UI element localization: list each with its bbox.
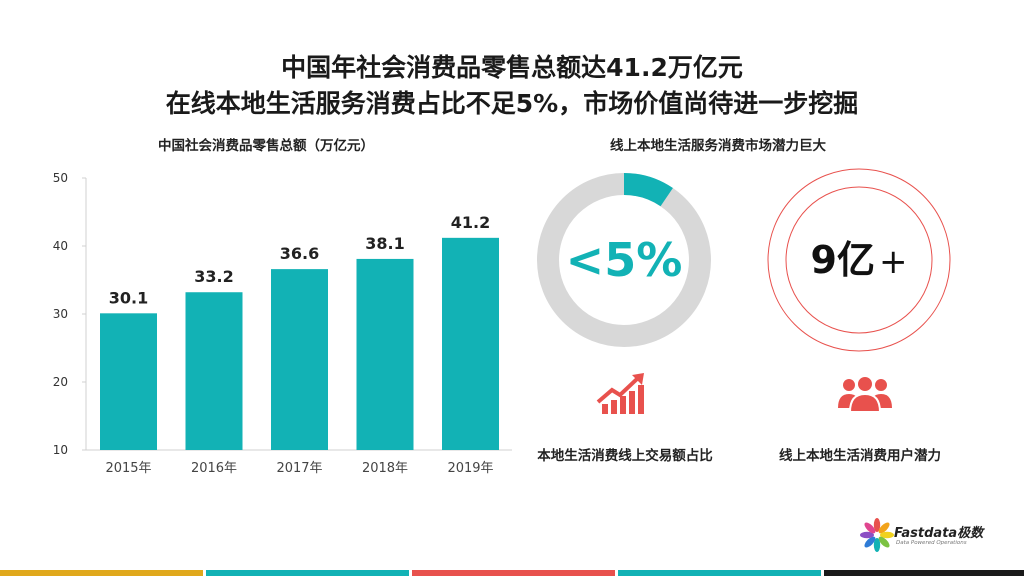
- logo-name: Fastdata极数: [894, 526, 984, 541]
- users-ring: 9亿 +: [766, 167, 952, 353]
- bar-chart: 10 20 30 40 50 30.1 2015年 33.2 2016年 36.6 2017年 38.…: [53, 171, 512, 476]
- y-tick-label: 50: [53, 171, 68, 185]
- ring-outer: [767, 168, 951, 352]
- x-category-label: 2015年: [105, 461, 151, 476]
- bar-value-label: 30.1: [109, 288, 148, 307]
- bar: [100, 313, 157, 450]
- donut-svg: [537, 173, 711, 347]
- y-tick-label: 30: [53, 307, 68, 321]
- bar-value-label: 33.2: [194, 267, 233, 286]
- fastdata-logo-icon: [860, 518, 894, 552]
- ring-value: 9亿 +: [766, 167, 952, 353]
- main-title-line2: 在线本地生活服务消费占比不足5%，市场价值尚待进一步挖掘: [165, 89, 859, 118]
- bottom-strip-segment: [618, 570, 821, 576]
- bottom-strip-segment: [412, 570, 615, 576]
- x-category-label: 2017年: [276, 461, 322, 476]
- bar-value-label: 36.6: [280, 244, 319, 263]
- ring-inner: [785, 186, 933, 334]
- bar: [185, 292, 243, 450]
- caption-user-potential: 线上本地生活消费用户潜力: [779, 448, 941, 464]
- bar: [442, 237, 499, 450]
- right-panel-title: 线上本地生活服务消费市场潜力巨大: [610, 138, 826, 154]
- x-category-label: 2016年: [191, 461, 237, 476]
- bottom-strip-segment: [206, 570, 409, 576]
- bar-value-label: 38.1: [365, 234, 404, 253]
- x-category-label: 2018年: [362, 461, 408, 476]
- user-group-icon: [838, 375, 892, 413]
- caption-online-share: 本地生活消费线上交易额占比: [537, 448, 713, 464]
- ring-plus: +: [878, 242, 908, 282]
- x-category-label: 2019年: [447, 461, 493, 476]
- share-donut: <5%: [536, 172, 712, 348]
- bar: [271, 269, 328, 450]
- y-tick-label: 20: [53, 375, 68, 389]
- donut-arc: [537, 173, 711, 347]
- donut-value: <5%: [565, 233, 683, 287]
- growth-chart-icon: [596, 373, 644, 414]
- y-tick-label: 40: [53, 239, 68, 253]
- chart-title: 中国社会消费品零售总额（万亿元）: [158, 138, 374, 154]
- ring-number: 9亿: [810, 238, 875, 282]
- bottom-strip-segment: [0, 570, 203, 576]
- bar: [356, 258, 414, 450]
- y-tick-label: 10: [53, 443, 68, 457]
- ring-svg: [767, 168, 951, 352]
- bar-value-label: 41.2: [451, 213, 490, 232]
- main-title-line1: 中国年社会消费品零售总额达41.2万亿元: [281, 53, 743, 82]
- bottom-strip-segment: [824, 570, 1024, 576]
- logo-tagline: Data Powered Operations: [896, 540, 967, 546]
